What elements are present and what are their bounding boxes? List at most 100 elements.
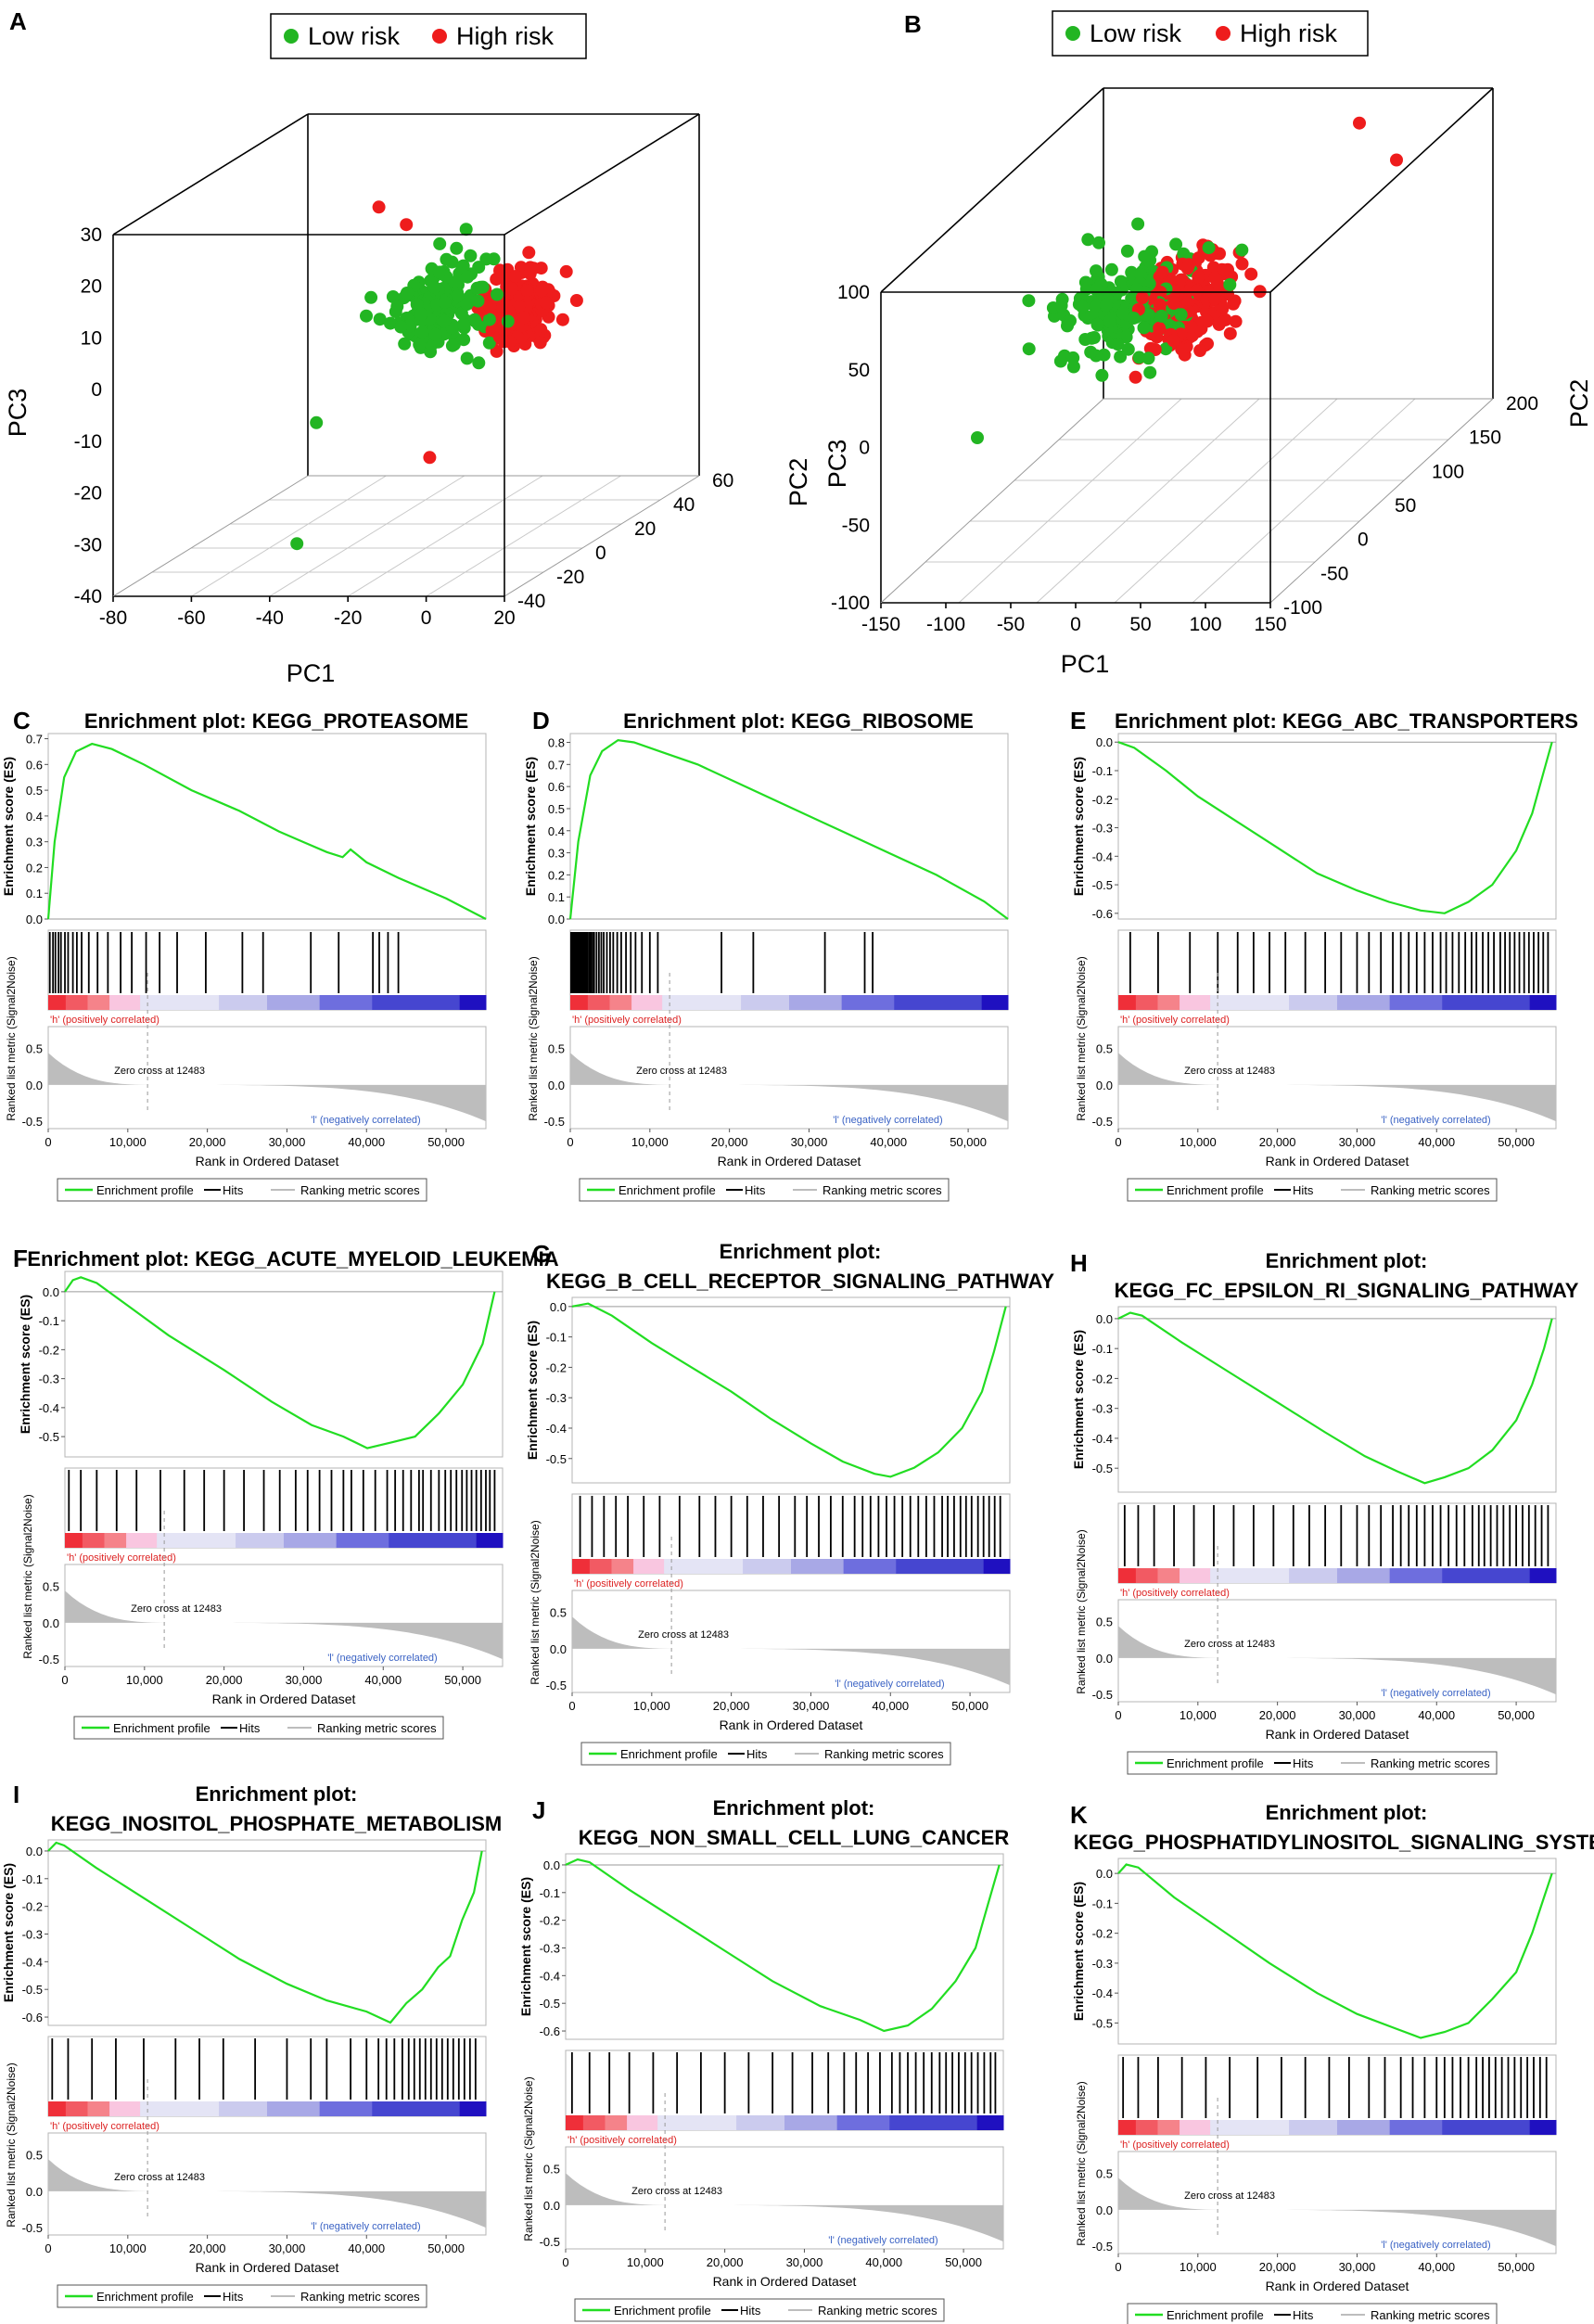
pos-corr-label: 'h' (positively correlated) [50, 1015, 159, 1026]
x-tick-label: -50 [997, 614, 1025, 635]
x-tick-label: 0 [421, 607, 432, 629]
es-y-tick-label: -0.2 [39, 1343, 59, 1357]
enrichment-profile-line [47, 1841, 483, 2024]
pos-corr-label: 'h' (positively correlated) [567, 2135, 677, 2146]
heat-segment [1180, 2120, 1211, 2135]
x-tick-label: 0 [562, 2255, 568, 2269]
y-tick-label: 50 [1395, 495, 1416, 517]
es-y-tick-label: -0.4 [39, 1401, 59, 1415]
heat-segment [65, 995, 88, 1010]
heat-segment [476, 1533, 504, 1548]
heat-segment [983, 1559, 1011, 1574]
metric-frame [1117, 1599, 1557, 1703]
data-point [413, 338, 427, 351]
legend-hits-label: Hits [1293, 1183, 1314, 1197]
legend-profile-label: Enrichment profile [614, 2304, 711, 2318]
data-point [470, 281, 484, 295]
panel-label: K [1070, 1801, 1088, 1829]
es-plot-frame [1117, 733, 1557, 920]
legend-metric-label: Ranking metric scores [823, 1183, 942, 1197]
data-point [1235, 257, 1249, 271]
metric-y-tick-label: 0.5 [26, 1042, 43, 1056]
data-point [1143, 365, 1157, 379]
x-tick-label: 40,000 [865, 2255, 902, 2269]
heat-segment [1337, 995, 1391, 1010]
x-tick-label: -100 [926, 614, 965, 635]
data-point [1076, 300, 1090, 314]
zero-cross-label: Zero cross at 12483 [631, 2186, 722, 2197]
heat-segment [662, 995, 742, 1010]
es-y-tick-label: 0.0 [543, 1858, 560, 1872]
heat-segment [784, 2115, 838, 2130]
legend-label: High risk [456, 22, 555, 50]
panel-label: A [9, 7, 27, 35]
x-tick-label: 0 [1115, 1135, 1121, 1149]
es-y-tick-label: 0.7 [548, 758, 565, 772]
metric-y-tick-label: 0.0 [1096, 1079, 1113, 1092]
data-point [1174, 273, 1188, 287]
es-y-tick-label: 0.0 [1096, 735, 1113, 749]
data-point [1244, 267, 1258, 281]
data-point [1154, 309, 1168, 323]
ranking-metric-area [1118, 1053, 1556, 1122]
x-tick-label: 40,000 [872, 1699, 909, 1713]
data-point [1208, 271, 1222, 285]
data-point [482, 313, 496, 326]
data-point [1114, 350, 1128, 364]
es-y-label: Enrichment score (ES) [1071, 1330, 1086, 1469]
heat-segment [633, 1559, 665, 1574]
es-y-label: Enrichment score (ES) [518, 1877, 533, 2016]
es-y-tick-label: 0.4 [26, 810, 43, 824]
legend-metric-label: Ranking metric scores [1371, 1756, 1490, 1770]
es-y-tick-label: -0.1 [1092, 1896, 1113, 1910]
metric-y-tick-label: 0.0 [543, 2199, 560, 2213]
z-tick-label: -50 [842, 515, 870, 536]
x-tick-label: 20,000 [707, 2255, 744, 2269]
legend-box [73, 1716, 444, 1740]
panel-label: C [13, 707, 31, 734]
heat-segment [219, 995, 268, 1010]
data-point [310, 415, 324, 429]
enrichment-profile-line [46, 742, 487, 920]
heat-segment [627, 2115, 658, 2130]
es-y-tick-label: 0.3 [548, 847, 565, 861]
x-axis-label: Rank in Ordered Dataset [212, 1692, 356, 1706]
data-point [360, 309, 373, 323]
es-y-tick-label: -0.2 [540, 1914, 560, 1928]
heat-segment [976, 2115, 1004, 2130]
legend-profile-label: Enrichment profile [1167, 1183, 1264, 1197]
heat-segment [1529, 2120, 1557, 2135]
data-point [559, 264, 573, 278]
x-tick-label: 10,000 [1180, 1135, 1217, 1149]
es-y-tick-label: 0.6 [548, 780, 565, 794]
z-tick-label: 0 [91, 379, 102, 401]
panel-label: B [904, 10, 922, 38]
legend-metric-label: Ranking metric scores [818, 2304, 937, 2318]
x-tick-label: 30,000 [786, 2255, 823, 2269]
x-axis-label: PC1 [287, 659, 336, 687]
z-tick-label: 100 [837, 282, 870, 303]
x-tick-label: 10,000 [109, 1135, 147, 1149]
data-point [1131, 217, 1145, 231]
es-y-tick-label: 0.0 [1096, 1867, 1113, 1881]
x-tick-label: 30,000 [1339, 1708, 1376, 1722]
pos-corr-label: 'h' (positively correlated) [50, 2121, 159, 2132]
data-point [1153, 298, 1167, 312]
legend-hits-label: Hits [223, 2290, 244, 2304]
x-tick-label: -150 [861, 614, 900, 635]
ranking-metric-area [1118, 2177, 1556, 2247]
metric-frame [64, 1564, 504, 1667]
y-tick-label: 40 [673, 494, 695, 516]
es-y-tick-label: -0.3 [546, 1391, 567, 1405]
legend-metric-label: Ranking metric scores [1371, 2308, 1490, 2322]
x-tick-label: 50,000 [945, 2255, 982, 2269]
ranking-metric-area [65, 1590, 503, 1660]
data-point [1135, 291, 1149, 304]
es-y-label: Enrichment score (ES) [1071, 757, 1086, 896]
es-y-tick-label: -0.2 [546, 1360, 567, 1374]
x-tick-label: 10,000 [631, 1135, 669, 1149]
data-point [415, 325, 429, 338]
es-y-tick-label: 0.5 [548, 802, 565, 816]
es-y-tick-label: -0.2 [1092, 1372, 1113, 1385]
data-point [389, 305, 402, 319]
